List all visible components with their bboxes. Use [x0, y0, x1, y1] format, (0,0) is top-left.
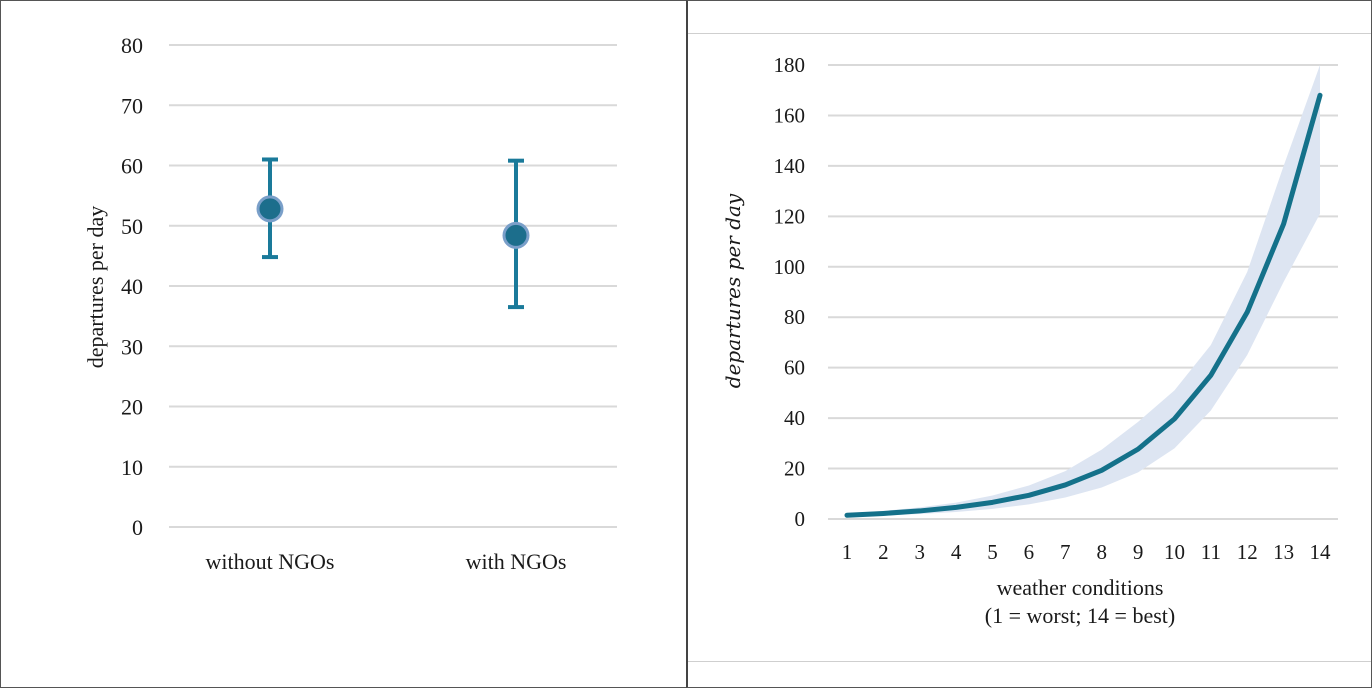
confidence-band: [847, 65, 1320, 517]
y-tick-label: 160: [774, 103, 806, 127]
x-tick-label: 8: [1096, 540, 1107, 564]
x-tick-label: 10: [1164, 540, 1185, 564]
y-tick-label: 120: [774, 204, 806, 228]
y-tick-label: 10: [121, 455, 143, 480]
y-tick-label: 20: [784, 457, 805, 481]
y-tick-label: 0: [132, 515, 143, 540]
y-tick-label: 80: [121, 33, 143, 58]
y-axis-title: departures per day: [83, 206, 108, 368]
x-tick-label: 11: [1201, 540, 1221, 564]
y-tick-label: 80: [784, 305, 805, 329]
x-tick-label: 5: [987, 540, 998, 564]
y-tick-label: 40: [784, 406, 805, 430]
y-tick-label: 70: [121, 93, 143, 118]
x-tick-label: 14: [1310, 540, 1332, 564]
errorbar-point: [502, 158, 530, 310]
x-tick-label: 12: [1237, 540, 1258, 564]
x-tick-label: 7: [1060, 540, 1071, 564]
y-tick-label: 20: [121, 395, 143, 420]
x-tick-label: 3: [915, 540, 926, 564]
x-tick-label: 4: [951, 540, 962, 564]
y-tick-label: 40: [121, 274, 143, 299]
x-tick-label: 13: [1273, 540, 1294, 564]
x-tick-label: 9: [1133, 540, 1144, 564]
y-tick-label: 50: [121, 214, 143, 239]
y-axis-title: departures per day: [721, 193, 745, 388]
series-line: [844, 92, 1323, 518]
top-rule: [688, 33, 1371, 34]
y-tick-label: 30: [121, 334, 143, 359]
x-tick-label: 2: [878, 540, 889, 564]
x-tick-label: 6: [1024, 540, 1035, 564]
y-tick-label: 140: [774, 154, 806, 178]
x-tick-label: without NGOs: [206, 549, 335, 574]
point-marker: [256, 195, 284, 223]
point-marker: [502, 221, 530, 249]
x-tick-label: 1: [842, 540, 853, 564]
x-tick-label: with NGOs: [466, 549, 567, 574]
right-chart-panel: 0 20 40 60 80 100 120 140 160 180 1 2 3 4 5 6 7 8 9 10 11 12…: [686, 0, 1372, 688]
y-tick-label: 180: [774, 53, 806, 77]
errorbar-point: [256, 157, 284, 260]
y-tick-label: 0: [795, 507, 806, 531]
x-axis-subtitle: (1 = worst; 14 = best): [985, 603, 1175, 628]
y-tick-label: 60: [784, 356, 805, 380]
x-axis-title: weather conditions: [997, 575, 1164, 600]
y-tick-label: 100: [774, 255, 806, 279]
bottom-rule: [688, 661, 1371, 662]
left-chart-panel: 0 10 20 30 40 50 60 70 80 without NGOs with NGOs …: [0, 0, 686, 688]
y-tick-label: 60: [121, 154, 143, 179]
